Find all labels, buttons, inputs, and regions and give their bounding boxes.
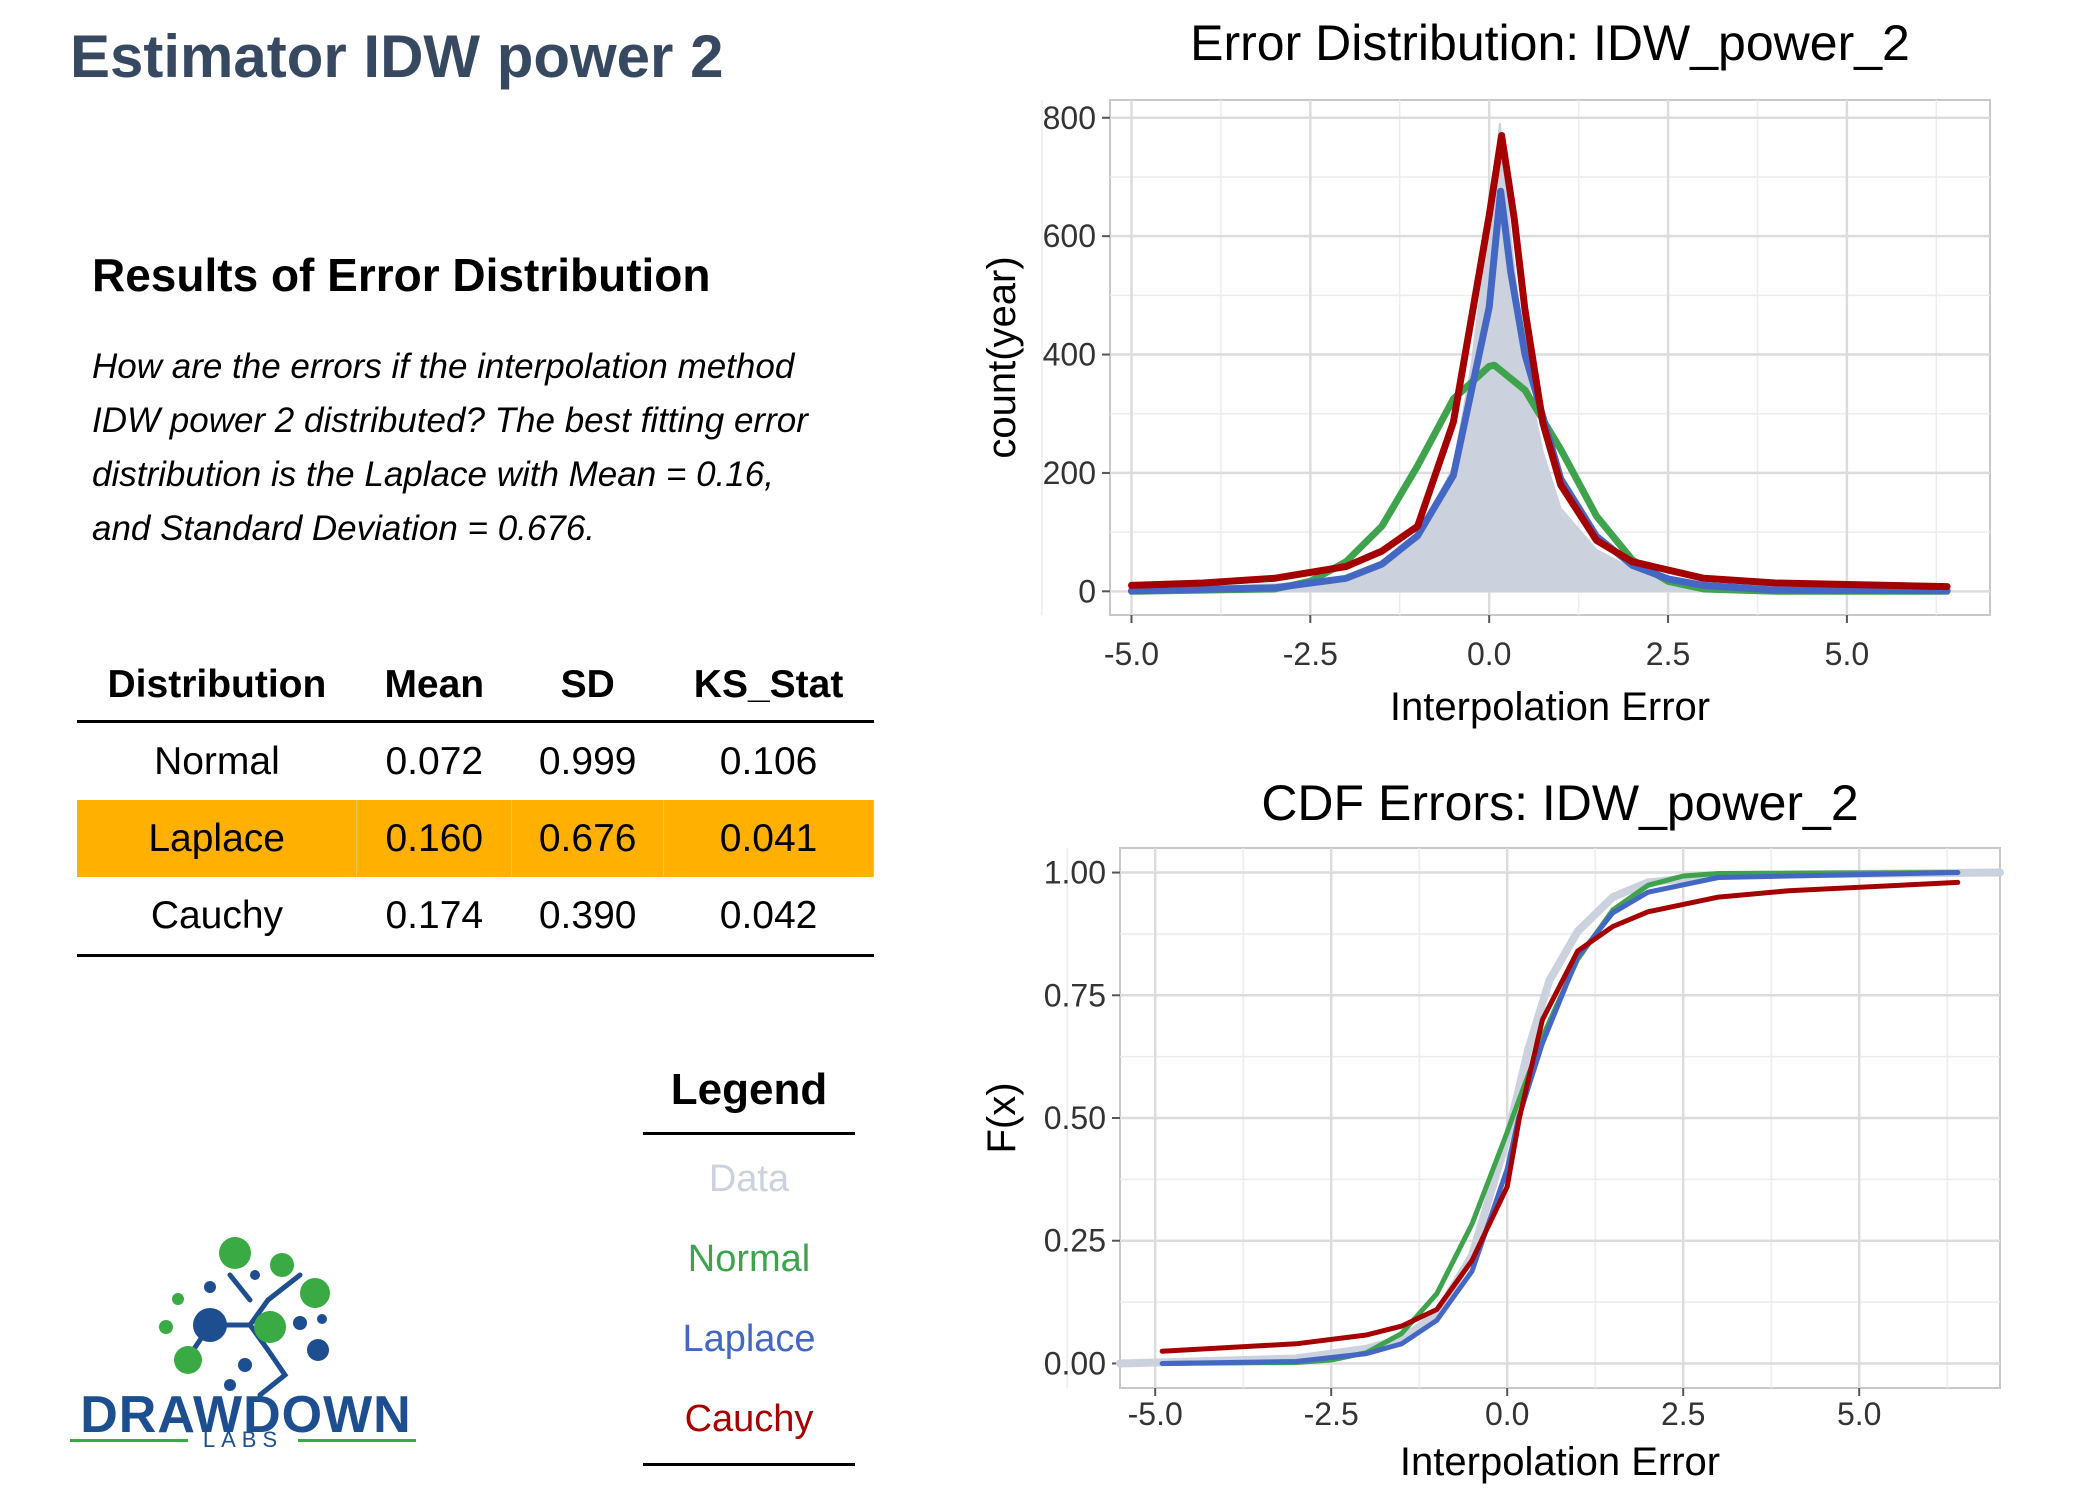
legend-divider [643, 1463, 855, 1466]
y-tick-label: 200 [1043, 455, 1096, 491]
y-tick-label: 600 [1043, 218, 1096, 254]
y-tick-label: 0.75 [1044, 977, 1106, 1013]
table-cell: 0.676 [511, 800, 665, 877]
y-tick-label: 0 [1078, 573, 1096, 609]
column-header: KS_Stat [663, 650, 874, 723]
table-cell: Cauchy [77, 877, 357, 957]
table-header-row: Distribution Mean SD KS_Stat [77, 650, 874, 723]
column-header: SD [511, 650, 664, 723]
x-tick-label: -2.5 [1283, 636, 1338, 672]
logo-divider-right [298, 1439, 416, 1442]
cdf-chart: -5.0 -2.5 0.0 2.5 5.0 0.00 0.25 0.50 0.75 1.00 CDF… [940, 760, 2100, 1495]
logo-subtitle: LABS [202, 1427, 284, 1452]
series-line-cauchy [1128, 132, 1951, 591]
y-tick-label: 0.50 [1044, 1100, 1106, 1136]
table-cell: 0.041 [663, 800, 874, 877]
legend-item-cauchy: Cauchy [684, 1398, 814, 1440]
x-tick-label: -2.5 [1304, 1396, 1359, 1432]
results-table: Distribution Mean SD KS_Stat Normal 0.07… [77, 650, 874, 957]
legend-title: Legend [643, 1060, 855, 1135]
column-header: Distribution [77, 650, 357, 723]
y-tick-label: 1.00 [1044, 855, 1106, 891]
pdf-chart-svg: -5.0 -2.5 0.0 2.5 5.0 0 200 400 600 800 Error Dist… [980, 15, 1991, 729]
table-row-highlighted: Laplace 0.160 0.676 0.041 [77, 800, 874, 877]
y-tick-label: 400 [1043, 337, 1096, 373]
logo-divider-left [70, 1439, 188, 1442]
legend-item-normal: Normal [687, 1238, 811, 1280]
x-tick-label: 2.5 [1661, 1396, 1705, 1432]
y-tick-label: 0.00 [1044, 1345, 1106, 1381]
cdf-chart-svg: -5.0 -2.5 0.0 2.5 5.0 0.00 0.25 0.50 0.75 1.00 CDF… [980, 775, 2004, 1484]
series-line-cauchy [1159, 879, 1961, 1354]
page-title: Estimator IDW power 2 [70, 23, 724, 90]
table-cell: 0.999 [538, 739, 637, 783]
table-cell: Normal [154, 739, 280, 783]
y-axis-label: count(year) [980, 256, 1024, 458]
x-tick-label: 5.0 [1825, 636, 1869, 672]
chart-title: CDF Errors: IDW_power_2 [1261, 775, 1858, 831]
x-axis-label: Interpolation Error [1400, 1440, 1720, 1484]
legend: Legend Data Normal Laplace Cauchy [643, 1060, 855, 1466]
y-tick-label: 800 [1043, 100, 1096, 136]
x-tick-label: 2.5 [1646, 636, 1690, 672]
x-axis-label: Interpolation Error [1390, 685, 1710, 729]
table-cell: 0.174 [356, 877, 512, 957]
table-cell: 0.390 [511, 877, 664, 957]
y-axis-label: F(x) [980, 1082, 1024, 1153]
company-logo: DRAWDOWN LABS [60, 1215, 430, 1455]
description-text: How are the errors if the interpolation … [92, 347, 808, 548]
logo-mark-icon [159, 1237, 330, 1398]
legend-item-data: Data [708, 1158, 790, 1200]
table-row: Normal 0.072 0.999 0.106 [77, 722, 874, 801]
table-cell: 0.072 [385, 739, 484, 783]
pdf-chart: -5.0 -2.5 0.0 2.5 5.0 0 200 400 600 800 Error Dist… [940, 0, 2100, 745]
y-tick-label: 0.25 [1044, 1223, 1106, 1259]
section-title: Results of Error Distribution [92, 249, 711, 301]
table-cell: Laplace [77, 800, 358, 877]
table-cell: 0.106 [719, 739, 818, 783]
table-cell: 0.042 [663, 877, 874, 957]
x-tick-label: -5.0 [1128, 1396, 1183, 1432]
x-tick-label: -5.0 [1104, 636, 1159, 672]
table-row: Cauchy 0.174 0.390 0.042 [77, 877, 874, 957]
chart-title: Error Distribution: IDW_power_2 [1190, 15, 1910, 71]
logo-wordmark: DRAWDOWN [80, 1386, 412, 1444]
table-cell: 0.160 [356, 800, 513, 877]
series-line-laplace [1128, 187, 1951, 595]
x-tick-label: 0.0 [1485, 1396, 1529, 1432]
x-tick-label: 0.0 [1467, 636, 1511, 672]
legend-item-laplace: Laplace [682, 1318, 816, 1360]
column-header: Mean [356, 650, 512, 723]
x-tick-label: 5.0 [1837, 1396, 1881, 1432]
